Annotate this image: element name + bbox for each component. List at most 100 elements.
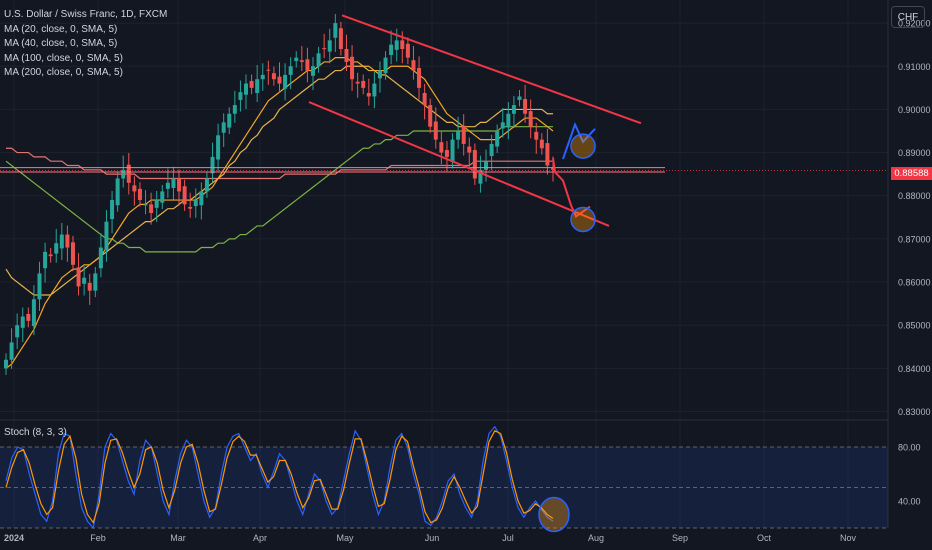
ma40-label: MA (40, close, 0, SMA, 5)	[4, 38, 118, 49]
candle-body	[294, 57, 299, 62]
candle-body	[411, 60, 416, 71]
candle-body	[500, 122, 505, 129]
candle-body	[327, 40, 332, 52]
candle-body	[316, 53, 321, 67]
candle-body	[266, 69, 271, 71]
candle-body	[366, 93, 371, 97]
candle-body	[528, 111, 533, 127]
stoch-d-line	[5, 430, 554, 524]
candle-body	[65, 234, 70, 248]
candle-body	[495, 131, 500, 147]
candle-body	[288, 66, 293, 75]
candle-body	[216, 135, 221, 160]
price-tick-label: 0.84000	[898, 364, 931, 374]
candle-body	[383, 57, 388, 74]
channel-lower-line	[308, 101, 610, 227]
candle-body	[48, 254, 53, 257]
candle-body	[534, 131, 539, 140]
time-tick-label: Apr	[253, 533, 267, 543]
candle-body	[87, 282, 92, 291]
bearish-path-arrow	[552, 158, 591, 218]
candle-body	[539, 139, 544, 149]
chart-legend: U.S. Dollar / Swiss Franc, 1D, FXCM MA (…	[4, 8, 167, 81]
candle-body	[143, 204, 148, 206]
candle-body	[171, 178, 176, 188]
candle-body	[20, 316, 25, 328]
candle-body	[76, 267, 81, 287]
candle-body	[338, 28, 343, 49]
candle-body	[428, 105, 433, 127]
price-tick-label: 0.89000	[898, 148, 931, 158]
ma100-line-group	[5, 126, 553, 253]
time-tick-label: May	[336, 533, 354, 543]
time-tick-label: 2024	[4, 533, 24, 543]
candle-body	[450, 139, 455, 163]
stoch-k-line	[5, 425, 554, 530]
candle-body	[43, 251, 48, 269]
candle-body	[31, 299, 36, 327]
candle-body	[227, 113, 232, 128]
candle-body	[400, 40, 405, 49]
candle-body	[255, 79, 260, 94]
candle-body	[472, 149, 477, 179]
target-circle-upper	[570, 133, 596, 159]
ma100-label: MA (100, close, 0, SMA, 5)	[4, 52, 123, 64]
price-tick-label: 0.90000	[898, 105, 931, 115]
annotations-group	[0, 14, 888, 233]
candle-body	[333, 23, 338, 38]
price-tick-label: 0.91000	[898, 62, 931, 72]
ma40-line-group	[5, 65, 553, 296]
ma100-line	[5, 126, 553, 253]
candle-body	[193, 200, 198, 207]
candle-body	[389, 44, 394, 56]
candle-body	[59, 234, 64, 249]
target-circle-lower	[570, 206, 596, 233]
candle-body	[54, 243, 59, 254]
candle-body	[405, 43, 410, 58]
candle-body	[104, 221, 109, 251]
candle-body	[115, 178, 120, 206]
candle-body	[551, 168, 555, 170]
candle-body	[372, 83, 377, 97]
candle-body	[506, 113, 511, 128]
time-tick-label: Aug	[588, 533, 604, 543]
candle-body	[283, 74, 288, 89]
candle-body	[149, 204, 154, 213]
time-tick-label: Feb	[90, 533, 106, 543]
time-tick-label: Sep	[672, 533, 688, 543]
candle-body	[439, 142, 444, 153]
candle-body	[98, 247, 103, 269]
candle-body	[271, 73, 276, 80]
price-tick-label: 0.87000	[898, 234, 931, 244]
candle-body	[361, 80, 366, 88]
currency-button[interactable]: CHF	[891, 6, 925, 28]
candle-body	[126, 164, 131, 183]
candle-body	[93, 273, 98, 291]
ma40-line	[5, 65, 553, 296]
last-price-tag: 0.88588	[891, 167, 932, 180]
candle-body	[350, 56, 355, 80]
candle-body	[37, 273, 42, 300]
candle-body	[110, 200, 115, 220]
candle-body	[244, 83, 249, 95]
candle-body	[417, 67, 422, 88]
candle-body	[305, 59, 310, 71]
candle-body	[154, 200, 159, 208]
candle-body	[299, 60, 304, 62]
candle-body	[377, 70, 382, 79]
candle-body	[204, 178, 209, 192]
candle-body	[355, 81, 360, 84]
candle-body	[484, 161, 489, 170]
price-tick-label: 0.85000	[898, 321, 931, 331]
price-tick-label: 0.92000	[898, 19, 931, 29]
stoch-panel	[0, 425, 888, 533]
candle-body	[344, 49, 349, 62]
candle-body	[70, 242, 75, 265]
candle-body	[199, 191, 204, 206]
candle-body	[232, 105, 237, 114]
candle-body	[456, 131, 461, 140]
candle-body	[394, 40, 399, 50]
candle-body	[177, 178, 182, 192]
ma20-label: MA (20, close, 0, SMA, 5)	[4, 23, 118, 35]
candle-body	[517, 96, 522, 100]
